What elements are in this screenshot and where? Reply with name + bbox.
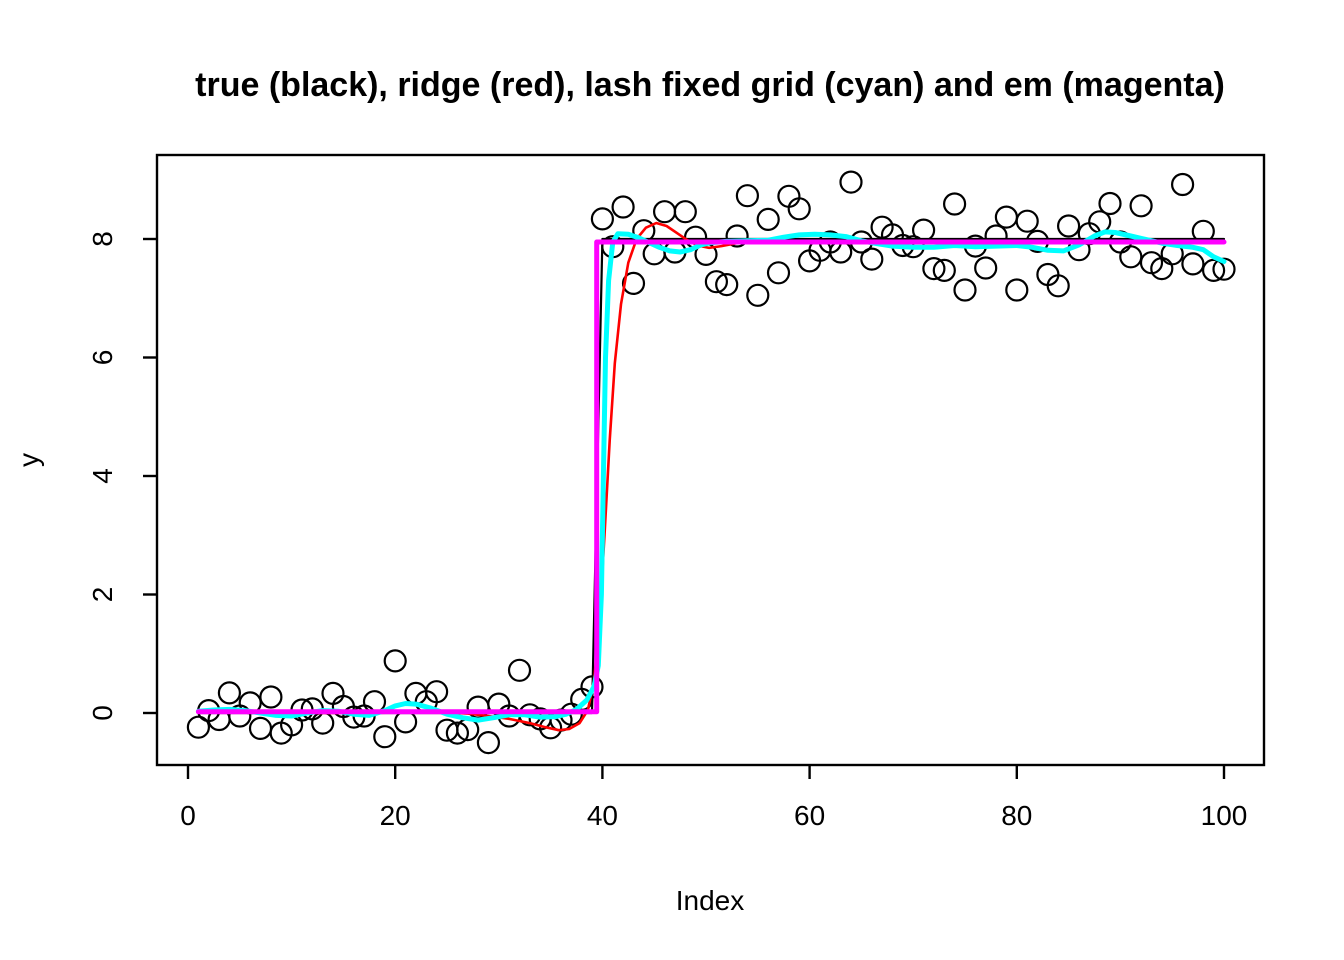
data-point — [746, 283, 770, 307]
data-point — [445, 721, 469, 745]
data-point — [1170, 172, 1195, 197]
x-tick-label: 40 — [587, 800, 618, 831]
data-point — [321, 681, 345, 706]
data-point — [186, 715, 210, 739]
plot-title: true (black), ridge (red), lash fixed gr… — [195, 66, 1225, 104]
data-point — [248, 716, 273, 741]
data-point — [425, 680, 449, 704]
data-point — [652, 200, 677, 224]
data-point — [704, 270, 729, 294]
y-tick-label: 0 — [87, 705, 118, 721]
data-point — [766, 261, 791, 285]
x-tick-label: 0 — [180, 800, 196, 831]
x-tick-label: 100 — [1201, 800, 1248, 831]
line-true — [197, 237, 1226, 715]
data-point — [217, 681, 241, 705]
data-point — [715, 273, 739, 297]
data-point — [1212, 257, 1236, 281]
line-lash-fixed-grid — [195, 229, 1227, 723]
data-point — [621, 271, 646, 295]
data-point — [476, 730, 500, 755]
x-tick-label: 20 — [380, 800, 411, 831]
data-point — [735, 184, 760, 208]
data-point — [942, 192, 967, 216]
data-point — [911, 218, 936, 242]
data-point — [507, 658, 532, 682]
data-point — [1098, 191, 1122, 216]
x-tick-label: 60 — [794, 800, 825, 831]
data-point — [922, 257, 946, 281]
y-tick-label: 2 — [87, 587, 118, 603]
data-point — [932, 258, 956, 282]
data-point — [590, 207, 615, 231]
line-ridge — [197, 221, 1226, 732]
data-point — [1046, 274, 1070, 298]
data-point — [974, 256, 998, 280]
data-point — [611, 195, 635, 219]
data-point — [373, 725, 397, 749]
data-point — [1015, 209, 1039, 233]
y-tick-label: 8 — [87, 231, 118, 247]
y-tick-label: 6 — [87, 350, 118, 366]
data-point — [725, 224, 749, 248]
line-em — [195, 239, 1227, 715]
data-point — [1181, 252, 1205, 276]
data-point — [1201, 258, 1226, 282]
plot-area: 0 20 40 60 80 100 0 2 4 6 8 — [87, 153, 1266, 831]
data-point — [994, 205, 1019, 229]
data-point — [383, 649, 407, 673]
plot-box — [155, 153, 1266, 767]
data-point — [311, 711, 335, 735]
x-axis-label: Index — [676, 885, 745, 916]
data-point — [1056, 214, 1081, 238]
data-point — [1129, 194, 1153, 218]
data-point — [953, 278, 977, 302]
data-point — [1119, 245, 1143, 269]
data-point — [394, 710, 418, 734]
x-tick-label: 80 — [1001, 800, 1032, 831]
data-point — [860, 247, 884, 271]
y-tick-label: 4 — [87, 468, 118, 484]
data-point — [756, 207, 780, 231]
data-point — [1005, 278, 1029, 302]
data-point — [839, 170, 863, 194]
data-point — [787, 197, 811, 221]
data-point — [673, 200, 697, 224]
y-axis-label: y — [13, 453, 44, 467]
data-point — [259, 685, 283, 709]
